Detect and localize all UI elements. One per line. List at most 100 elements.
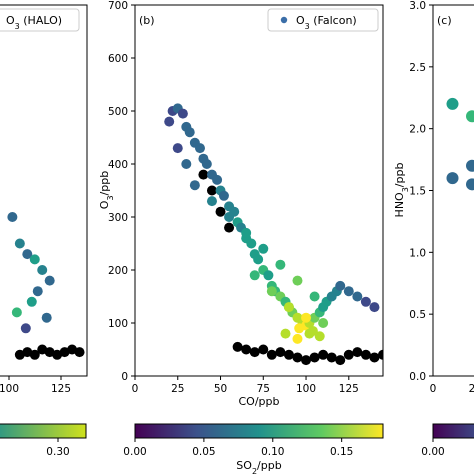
data-point-below-threshold xyxy=(335,355,346,366)
data-point-below-threshold xyxy=(215,206,226,217)
y-tick-label: 1.0 xyxy=(409,247,426,259)
panel-b-axes: 0 25 50 75 100 125 0 100 200 300 400 500 600 700 xyxy=(108,0,359,395)
x-tick-label: 125 xyxy=(339,383,359,395)
panel-b-legend-label: O3 (Falcon) xyxy=(296,14,357,31)
data-point xyxy=(280,328,291,339)
data-point xyxy=(301,312,312,323)
x-tick-label: 100 xyxy=(296,383,316,395)
data-point-below-threshold xyxy=(318,349,329,360)
y-tick-label: 2.5 xyxy=(409,62,426,74)
data-point xyxy=(32,286,43,297)
data-point xyxy=(14,238,25,249)
panel-b-colorbar-ticks: 0.00 0.05 0.10 0.15 xyxy=(123,438,353,458)
data-point xyxy=(309,291,320,302)
panel-a-points xyxy=(7,212,85,360)
y-tick-label: 0 xyxy=(121,371,128,383)
x-tick-label: 25 xyxy=(171,383,184,395)
panel-a-colorbar xyxy=(0,423,87,439)
panel-c-x-tick: 2 xyxy=(469,383,474,395)
data-point xyxy=(181,159,192,169)
data-point xyxy=(446,97,459,110)
y-tick-label: 0.0 xyxy=(409,371,426,383)
data-point xyxy=(41,312,52,323)
y-tick-label: 700 xyxy=(108,0,128,12)
data-point xyxy=(283,302,294,313)
panel-b-legend: O3 (Falcon) xyxy=(267,8,379,32)
data-point-below-threshold xyxy=(301,355,312,366)
panel-c-label: (c) xyxy=(437,14,452,27)
data-point-below-threshold xyxy=(343,349,354,360)
x-tick-label: 50 xyxy=(214,383,227,395)
data-point xyxy=(29,254,40,265)
data-point xyxy=(44,275,55,286)
data-point xyxy=(20,323,31,334)
data-point xyxy=(466,159,474,172)
data-point-below-threshold xyxy=(360,349,371,360)
data-point xyxy=(253,254,264,265)
data-point-below-threshold xyxy=(74,347,85,358)
data-point xyxy=(241,227,252,238)
data-point xyxy=(172,143,183,154)
panel-a-x-tick: 100 xyxy=(0,383,19,395)
data-point-below-threshold xyxy=(266,349,277,360)
panel-a-colorbar-tick: 0.30 xyxy=(46,446,69,458)
data-point xyxy=(360,296,371,307)
data-point xyxy=(263,270,274,281)
data-point xyxy=(266,286,277,297)
data-point-below-threshold xyxy=(241,344,252,355)
data-point xyxy=(11,307,22,318)
y-tick-label: 200 xyxy=(108,265,128,277)
data-point-below-threshold xyxy=(283,349,294,360)
y-tick-label: 400 xyxy=(108,159,128,171)
data-point xyxy=(164,116,175,127)
data-point xyxy=(292,275,303,286)
colorbar-tick-label: 0.15 xyxy=(330,446,353,458)
colorbar-tick-label: 0.00 xyxy=(123,446,146,458)
data-point xyxy=(246,238,257,249)
panel-b-colorbar-label: SO2/ppb xyxy=(236,459,281,474)
data-point xyxy=(307,325,318,336)
y-tick-label: 500 xyxy=(108,106,128,118)
data-point xyxy=(249,270,260,281)
data-point-below-threshold xyxy=(309,352,320,363)
data-point xyxy=(7,212,18,222)
data-point xyxy=(218,190,229,201)
panel-c-x-tick: 0 xyxy=(430,383,437,395)
data-point xyxy=(343,286,354,297)
data-point-below-threshold xyxy=(369,352,380,363)
panel-c-points xyxy=(446,97,474,191)
panel-a-x-tick: 125 xyxy=(51,383,71,395)
panel-b-frame xyxy=(134,4,384,377)
data-point xyxy=(177,108,188,119)
panel-a-frame xyxy=(0,4,88,377)
data-point-below-threshold xyxy=(206,185,217,196)
data-point xyxy=(318,318,329,328)
data-point xyxy=(258,243,269,254)
data-point xyxy=(314,331,325,342)
panel-b-x-label: CO/ppb xyxy=(239,395,280,408)
data-point-below-threshold xyxy=(232,341,243,352)
data-point xyxy=(224,212,235,222)
data-point-below-threshold xyxy=(292,352,303,363)
data-point-below-threshold xyxy=(224,222,235,233)
data-point xyxy=(292,333,303,344)
data-point xyxy=(194,143,205,154)
data-point xyxy=(352,291,363,302)
y-tick-label: 300 xyxy=(108,212,128,224)
data-point-below-threshold xyxy=(29,349,40,360)
x-tick-label: 75 xyxy=(257,383,270,395)
data-point xyxy=(466,110,474,123)
panel-c-axes: 0.0 0.5 1.0 1.5 2.0 2.5 3.0 xyxy=(409,0,433,383)
data-point xyxy=(201,159,212,169)
x-tick-label: 0 xyxy=(132,383,139,395)
data-point xyxy=(335,280,346,291)
data-point xyxy=(212,174,223,185)
data-point xyxy=(22,249,33,260)
data-point-below-threshold xyxy=(352,347,363,358)
data-point-below-threshold xyxy=(198,169,209,180)
panel-c: (c) 0.0 0.5 1.0 1.5 2.0 2.5 3.0 HNO3/ppb 0 2 0… xyxy=(393,0,474,458)
data-point xyxy=(275,259,286,270)
panel-b-points xyxy=(164,103,383,366)
data-point xyxy=(26,296,37,307)
